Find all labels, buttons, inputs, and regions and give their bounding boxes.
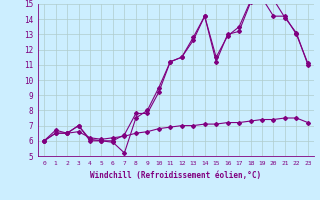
X-axis label: Windchill (Refroidissement éolien,°C): Windchill (Refroidissement éolien,°C) — [91, 171, 261, 180]
